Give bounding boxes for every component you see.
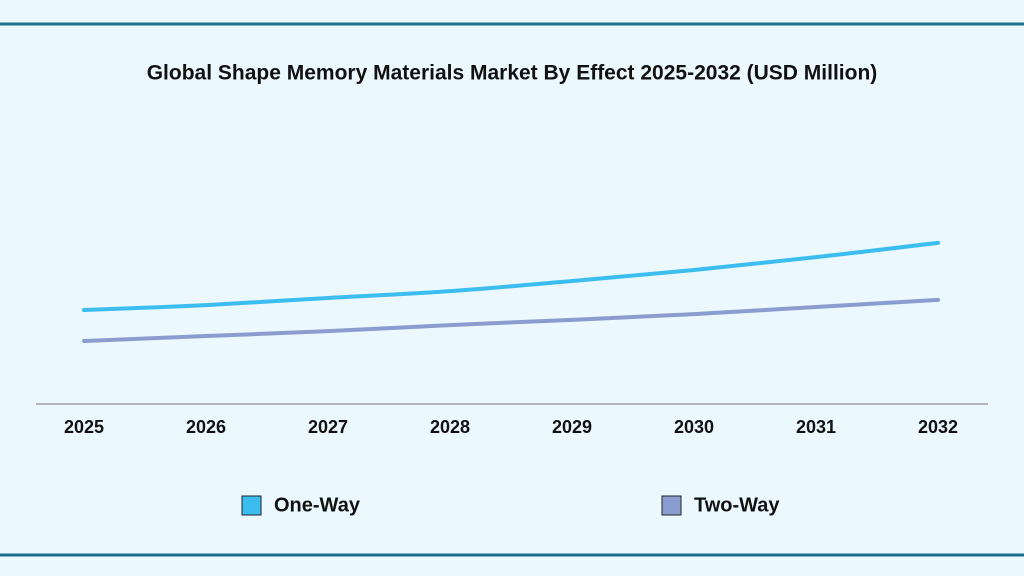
x-tick-label: 2027 — [308, 417, 348, 437]
series-line — [82, 297, 940, 343]
legend-label: Two-Way — [694, 494, 780, 516]
x-tick-label: 2031 — [796, 417, 836, 437]
x-tick-label: 2026 — [186, 417, 226, 437]
x-tick-label: 2028 — [430, 417, 470, 437]
legend-label: One-Way — [274, 494, 361, 516]
legend-swatch — [661, 495, 682, 516]
legend-swatch — [241, 495, 262, 516]
x-tick-label: 2032 — [918, 417, 958, 437]
chart-title: Global Shape Memory Materials Market By … — [147, 62, 878, 85]
x-tick-label: 2029 — [552, 417, 592, 437]
series-line — [82, 240, 940, 313]
x-tick-label: 2025 — [64, 417, 104, 437]
x-tick-label: 2030 — [674, 417, 714, 437]
